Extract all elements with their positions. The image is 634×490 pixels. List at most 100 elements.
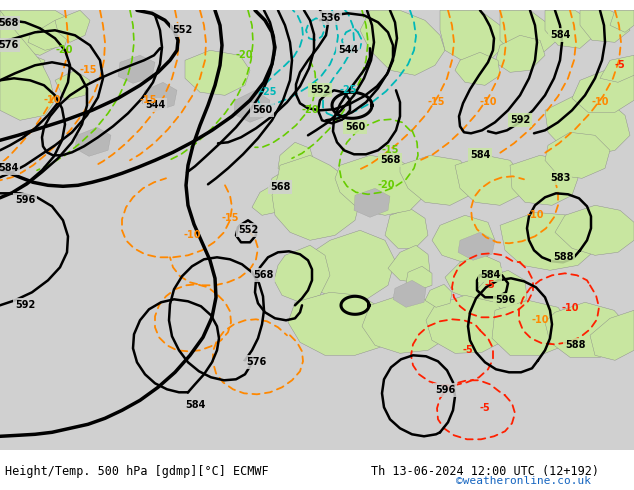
Text: -25: -25: [339, 85, 357, 95]
Text: 592: 592: [510, 115, 530, 125]
Polygon shape: [432, 215, 495, 262]
Polygon shape: [478, 270, 527, 314]
Text: Th 13-06-2024 12:00 UTC (12+192): Th 13-06-2024 12:00 UTC (12+192): [371, 465, 599, 478]
Polygon shape: [288, 293, 392, 355]
Text: 584: 584: [480, 270, 500, 280]
Polygon shape: [590, 310, 634, 360]
Polygon shape: [426, 295, 510, 353]
Text: 568: 568: [380, 155, 400, 165]
Text: 584: 584: [185, 400, 205, 410]
Text: 568: 568: [270, 182, 290, 192]
Polygon shape: [393, 280, 426, 307]
Polygon shape: [425, 284, 452, 307]
Polygon shape: [492, 300, 572, 355]
Polygon shape: [278, 142, 315, 178]
Text: 588: 588: [565, 340, 585, 350]
Text: -10: -10: [531, 315, 549, 325]
Text: -10: -10: [561, 303, 579, 313]
Text: 552: 552: [172, 25, 192, 35]
Polygon shape: [385, 208, 428, 248]
Text: -20: -20: [301, 105, 319, 115]
Polygon shape: [455, 52, 500, 85]
Polygon shape: [354, 188, 390, 217]
Text: -10: -10: [526, 210, 544, 221]
Text: 576: 576: [246, 357, 266, 368]
Text: -10: -10: [592, 98, 609, 107]
Polygon shape: [362, 295, 450, 353]
Text: 596: 596: [435, 385, 455, 395]
Polygon shape: [500, 212, 595, 270]
Text: -20: -20: [235, 50, 253, 60]
Polygon shape: [234, 90, 270, 122]
Text: 588: 588: [553, 252, 573, 262]
Polygon shape: [580, 10, 630, 42]
Polygon shape: [545, 95, 630, 155]
Polygon shape: [118, 55, 155, 83]
Polygon shape: [545, 132, 610, 178]
Text: 544: 544: [145, 100, 165, 110]
Polygon shape: [0, 10, 55, 121]
Text: 596: 596: [495, 295, 515, 305]
Text: 592: 592: [15, 300, 35, 310]
Polygon shape: [495, 35, 545, 73]
Polygon shape: [360, 10, 445, 75]
Polygon shape: [55, 70, 90, 100]
Text: -5: -5: [463, 345, 474, 355]
Polygon shape: [500, 10, 555, 55]
Text: -10: -10: [479, 98, 497, 107]
Text: -5: -5: [480, 403, 490, 413]
Polygon shape: [0, 10, 80, 60]
Polygon shape: [458, 232, 495, 260]
Text: -10: -10: [43, 95, 61, 105]
Text: -25: -25: [259, 87, 277, 98]
Text: -5: -5: [614, 60, 625, 70]
Polygon shape: [274, 245, 330, 302]
Polygon shape: [142, 82, 177, 111]
Polygon shape: [55, 10, 90, 42]
Text: 560: 560: [252, 105, 272, 115]
Text: 560: 560: [345, 122, 365, 132]
Text: 544: 544: [338, 45, 358, 55]
Text: -15: -15: [381, 146, 399, 155]
Text: 583: 583: [550, 173, 570, 183]
Polygon shape: [455, 155, 525, 205]
Text: 552: 552: [310, 85, 330, 95]
Polygon shape: [510, 155, 578, 205]
Polygon shape: [572, 68, 634, 112]
Polygon shape: [308, 230, 395, 302]
Polygon shape: [555, 205, 634, 255]
Polygon shape: [185, 50, 250, 95]
Text: 584: 584: [0, 163, 18, 173]
Text: 568: 568: [253, 270, 273, 280]
Polygon shape: [0, 52, 45, 95]
Text: -15: -15: [139, 95, 157, 105]
Polygon shape: [445, 254, 504, 299]
Polygon shape: [600, 55, 634, 82]
Text: -5: -5: [484, 280, 495, 290]
Polygon shape: [335, 155, 425, 215]
Text: 576: 576: [0, 40, 18, 50]
Text: -10: -10: [183, 230, 201, 240]
Polygon shape: [610, 10, 634, 32]
Polygon shape: [28, 20, 70, 50]
Polygon shape: [545, 302, 630, 357]
Polygon shape: [440, 10, 505, 62]
Text: ©weatheronline.co.uk: ©weatheronline.co.uk: [456, 476, 592, 486]
Polygon shape: [388, 245, 430, 282]
Text: 552: 552: [238, 225, 258, 235]
Text: 584: 584: [470, 150, 490, 160]
Polygon shape: [272, 155, 360, 240]
Polygon shape: [0, 10, 634, 450]
Text: 584: 584: [550, 30, 570, 40]
Polygon shape: [268, 171, 295, 200]
Text: 596: 596: [15, 196, 35, 205]
Polygon shape: [252, 185, 280, 215]
Text: -20: -20: [377, 180, 395, 190]
Text: -15: -15: [79, 65, 97, 75]
Text: 536: 536: [320, 13, 340, 24]
Polygon shape: [406, 266, 432, 290]
Text: 568: 568: [0, 18, 18, 28]
Polygon shape: [75, 127, 111, 156]
Polygon shape: [545, 10, 595, 49]
Text: -15: -15: [221, 213, 239, 223]
